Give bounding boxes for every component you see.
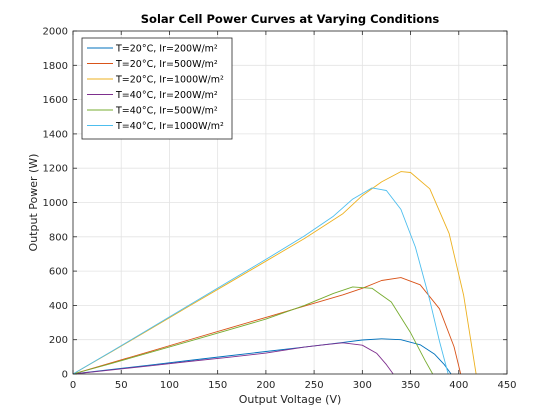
y-tick-label: 1400 <box>43 129 68 140</box>
legend-label-3: T=20°C, Ir=1000W/m² <box>115 75 224 86</box>
x-tick-label: 100 <box>160 380 179 391</box>
y-axis-label: Output Power (W) <box>27 154 40 252</box>
series-group <box>72 171 477 375</box>
x-tick-label: 150 <box>208 380 227 391</box>
y-tick-label: 1800 <box>43 61 68 72</box>
y-tick-label: 1600 <box>43 95 68 106</box>
x-tick-label: 350 <box>401 380 420 391</box>
x-tick-label: 300 <box>353 380 372 391</box>
series-line-4 <box>72 342 394 375</box>
legend-label-1: T=20°C, Ir=200W/m² <box>115 44 218 55</box>
legend: T=20°C, Ir=200W/m² T=20°C, Ir=500W/m² T=20… <box>81 37 233 140</box>
series-line-6 <box>72 187 449 375</box>
x-tick-label: 0 <box>70 380 76 391</box>
y-tick-label: 1000 <box>43 198 68 209</box>
chart-title: Solar Cell Power Curves at Varying Condi… <box>141 12 440 26</box>
x-tick-label: 450 <box>497 380 516 391</box>
y-tick-label: 600 <box>49 267 68 278</box>
x-tick-label: 200 <box>256 380 275 391</box>
y-tick-label: 2000 <box>43 27 68 38</box>
y-tick-label: 400 <box>49 301 68 312</box>
y-tick-label: 1200 <box>43 164 68 175</box>
series-line-3 <box>72 171 477 375</box>
series-line-2 <box>72 277 462 375</box>
series-line-5 <box>72 286 434 375</box>
ticks: 0 50 100 150 200 250 300 350 400 450 0 200 400 600 800… <box>43 27 517 392</box>
legend-label-6: T=40°C, Ir=1000W/m² <box>115 121 224 132</box>
legend-label-4: T=40°C, Ir=200W/m² <box>115 90 218 101</box>
grid <box>72 30 508 375</box>
x-tick-label: 50 <box>115 380 128 391</box>
x-tick-label: 250 <box>305 380 324 391</box>
legend-box <box>81 37 233 140</box>
x-axis-label: Output Voltage (V) <box>239 393 342 406</box>
legend-label-2: T=20°C, Ir=500W/m² <box>115 59 218 70</box>
y-tick-label: 0 <box>62 370 68 381</box>
y-tick-label: 800 <box>49 232 68 243</box>
y-tick-label: 200 <box>49 335 68 346</box>
legend-label-5: T=40°C, Ir=500W/m² <box>115 106 218 117</box>
x-tick-label: 400 <box>449 380 468 391</box>
